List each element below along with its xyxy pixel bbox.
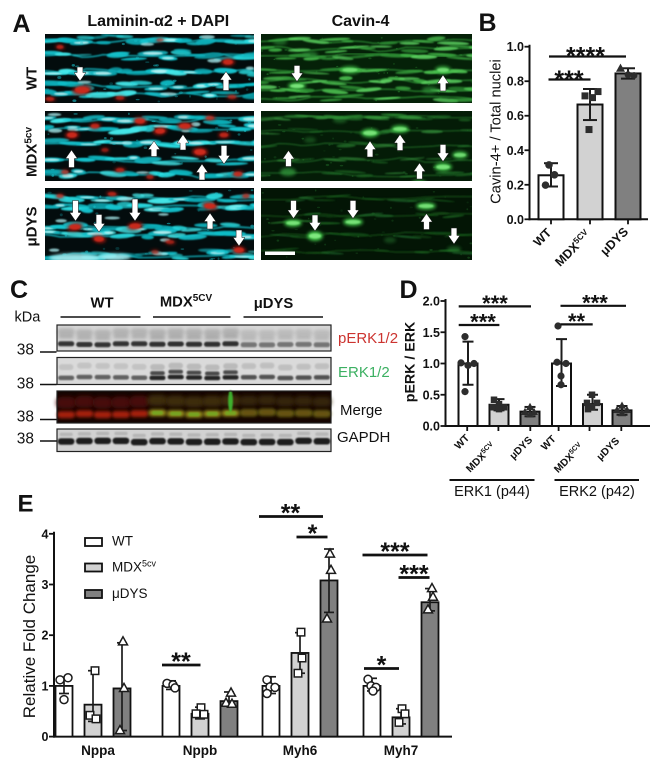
svg-text:μDYS: μDYS bbox=[24, 206, 41, 246]
svg-text:C: C bbox=[10, 276, 28, 304]
svg-text:*: * bbox=[377, 652, 387, 680]
svg-text:0.5: 0.5 bbox=[423, 388, 440, 402]
svg-text:Cavin-4+ / Total nuclei: Cavin-4+ / Total nuclei bbox=[489, 59, 505, 204]
svg-text:***: *** bbox=[482, 291, 508, 316]
svg-text:Myh7: Myh7 bbox=[384, 743, 419, 758]
svg-text:***: *** bbox=[470, 310, 496, 335]
svg-text:**: ** bbox=[281, 500, 301, 528]
svg-text:0: 0 bbox=[42, 730, 49, 744]
svg-text:WT: WT bbox=[90, 296, 113, 312]
svg-text:38: 38 bbox=[17, 376, 34, 393]
svg-text:GAPDH: GAPDH bbox=[337, 429, 390, 446]
svg-text:1.5: 1.5 bbox=[423, 326, 440, 340]
svg-text:4: 4 bbox=[42, 527, 49, 541]
svg-text:***: *** bbox=[399, 561, 428, 589]
svg-text:***: *** bbox=[582, 290, 608, 315]
svg-text:Nppa: Nppa bbox=[81, 743, 115, 758]
svg-text:Myh6: Myh6 bbox=[283, 743, 318, 758]
svg-text:0.0: 0.0 bbox=[423, 420, 440, 434]
svg-text:pERK / ERK: pERK / ERK bbox=[403, 321, 419, 402]
svg-text:D: D bbox=[400, 276, 418, 304]
svg-text:B: B bbox=[479, 9, 497, 37]
svg-text:***: *** bbox=[380, 538, 409, 566]
svg-text:1.0: 1.0 bbox=[423, 357, 440, 371]
svg-text:0.4: 0.4 bbox=[507, 144, 524, 158]
svg-text:ERK1/2: ERK1/2 bbox=[338, 364, 390, 381]
svg-text:**: ** bbox=[568, 309, 586, 334]
svg-text:****: **** bbox=[566, 42, 605, 70]
svg-text:WT: WT bbox=[24, 67, 41, 90]
svg-text:1.0: 1.0 bbox=[507, 40, 524, 54]
svg-text:**: ** bbox=[171, 648, 191, 676]
svg-text:Merge: Merge bbox=[340, 402, 383, 419]
svg-text:38: 38 bbox=[17, 431, 34, 448]
svg-text:38: 38 bbox=[17, 342, 34, 359]
svg-text:***: *** bbox=[554, 66, 583, 94]
svg-text:1: 1 bbox=[42, 679, 49, 693]
svg-text:E: E bbox=[18, 491, 34, 518]
svg-text:kDa: kDa bbox=[15, 310, 42, 326]
svg-text:μDYS: μDYS bbox=[112, 586, 148, 601]
svg-text:Laminin-α2 + DAPI: Laminin-α2 + DAPI bbox=[87, 13, 229, 30]
svg-text:0.6: 0.6 bbox=[507, 109, 524, 123]
svg-text:0.0: 0.0 bbox=[507, 213, 524, 227]
svg-text:A: A bbox=[13, 10, 31, 38]
svg-text:Cavin-4: Cavin-4 bbox=[332, 13, 390, 30]
svg-text:0.8: 0.8 bbox=[507, 75, 524, 89]
svg-text:*: * bbox=[308, 520, 318, 548]
svg-text:ERK2 (p42): ERK2 (p42) bbox=[559, 484, 635, 500]
svg-text:μDYS: μDYS bbox=[254, 296, 294, 312]
svg-text:WT: WT bbox=[112, 534, 133, 549]
svg-text:2.0: 2.0 bbox=[423, 295, 440, 309]
svg-text:0.2: 0.2 bbox=[507, 178, 524, 192]
svg-text:ERK1 (p44): ERK1 (p44) bbox=[454, 484, 530, 500]
svg-text:38: 38 bbox=[17, 409, 34, 426]
svg-text:2: 2 bbox=[42, 629, 49, 643]
svg-text:3: 3 bbox=[42, 578, 49, 592]
svg-text:pERK1/2: pERK1/2 bbox=[338, 330, 398, 347]
svg-text:Relative Fold Change: Relative Fold Change bbox=[20, 555, 39, 718]
svg-text:Nppb: Nppb bbox=[183, 743, 218, 758]
